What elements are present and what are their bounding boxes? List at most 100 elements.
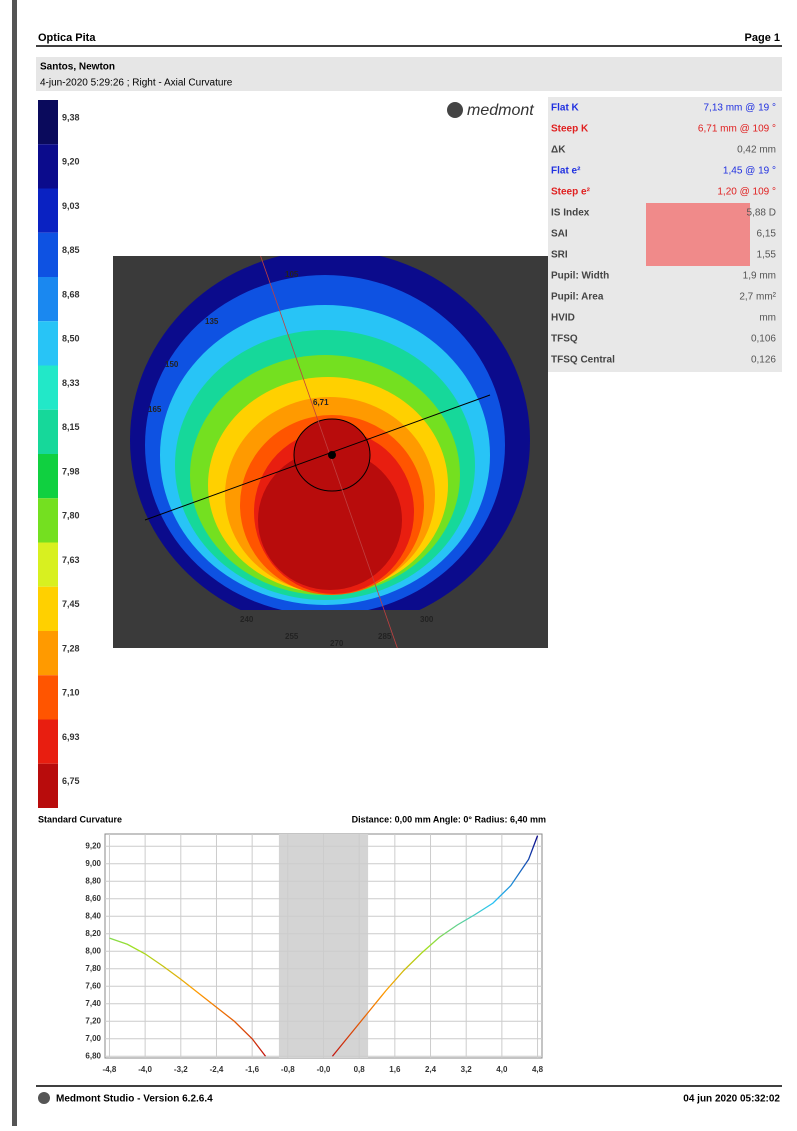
map-label: 300 [420, 615, 434, 624]
scale-label: 6,75 [62, 776, 80, 786]
center [328, 451, 336, 459]
stat-label: Pupil: Width [551, 271, 609, 282]
stat-label: TFSQ [551, 334, 578, 345]
stat-value: 1,20 @ 109 ° [717, 187, 776, 198]
y-tick-label: 7,20 [85, 1016, 101, 1025]
scale-swatch [38, 410, 58, 454]
map-label: 165 [148, 405, 162, 414]
y-tick-label: 7,80 [85, 964, 101, 973]
scale-swatch [38, 144, 58, 188]
logo: medmont [467, 102, 534, 119]
scale-label: 7,10 [62, 688, 80, 698]
x-tick-label: -3,2 [174, 1065, 188, 1074]
chart-title: Standard Curvature [38, 814, 122, 824]
footer-right: 04 jun 2020 05:32:02 [683, 1094, 780, 1105]
x-tick-label: -2,4 [210, 1065, 224, 1074]
scale-label: 7,80 [62, 511, 80, 521]
map-label: 270 [330, 639, 344, 648]
stat-value: 7,13 mm @ 19 ° [703, 103, 776, 114]
highlight [646, 224, 750, 245]
y-tick-label: 8,00 [85, 946, 101, 955]
scale-swatch [38, 543, 58, 587]
x-tick-label: 4,8 [532, 1065, 544, 1074]
scale-label: 8,85 [62, 245, 80, 255]
patient-line: 4-jun-2020 5:29:26 ; Right - Axial Curva… [40, 78, 233, 89]
scale-swatch [38, 454, 58, 498]
x-tick-label: -0,8 [281, 1065, 295, 1074]
highlight [646, 203, 750, 224]
stat-value: 2,7 mm² [739, 292, 776, 303]
stat-label: Flat K [551, 103, 580, 114]
header-left: Optica Pita [38, 32, 96, 44]
scale-swatch [38, 764, 58, 808]
scale-label: 7,63 [62, 555, 80, 565]
scale-swatch [38, 675, 58, 719]
footer-left: Medmont Studio - Version 6.2.6.4 [56, 1094, 213, 1105]
scale-swatch [38, 720, 58, 764]
y-tick-label: 8,40 [85, 911, 101, 920]
stat-value: 1,55 [757, 250, 777, 261]
stat-value: 1,45 @ 19 ° [723, 166, 776, 177]
scale-swatch [38, 366, 58, 410]
scale-label: 7,45 [62, 599, 80, 609]
report-page: Optica Pita Page 1 Santos, Newton 4-jun-… [0, 0, 797, 1126]
map-label: 150 [165, 360, 179, 369]
map-label: 105 [285, 270, 299, 279]
side-bar [12, 0, 17, 1126]
scale-swatch [38, 587, 58, 631]
y-tick-label: 9,00 [85, 859, 101, 868]
scale-swatch [38, 631, 58, 675]
map-label: 6,71 [313, 398, 329, 407]
color-scale: 9,389,209,038,858,688,508,338,157,987,80… [38, 100, 80, 808]
logo-icon [447, 102, 463, 118]
highlight [646, 245, 750, 266]
y-tick-label: 8,60 [85, 894, 101, 903]
patient-name: Santos, Newton [40, 62, 115, 73]
y-tick-label: 6,80 [85, 1051, 101, 1060]
stat-label: SRI [551, 250, 568, 261]
stat-value: 5,88 D [747, 208, 776, 219]
scale-label: 7,98 [62, 466, 80, 476]
scale-swatch [38, 498, 58, 542]
stat-label: IS Index [551, 208, 590, 219]
stat-label: Steep e² [551, 187, 591, 198]
stat-value: 0,126 [751, 355, 776, 366]
scale-label: 8,15 [62, 422, 80, 432]
scale-label: 9,20 [62, 157, 80, 167]
x-tick-label: 1,6 [389, 1065, 401, 1074]
stat-label: Flat e² [551, 166, 581, 177]
scale-swatch [38, 321, 58, 365]
stat-label: Pupil: Area [551, 292, 604, 303]
stat-value: 6,15 [757, 229, 777, 240]
stat-value: mm [759, 313, 776, 324]
map-label: 255 [285, 632, 299, 641]
scale-swatch [38, 189, 58, 233]
stat-label: SAI [551, 229, 568, 240]
scale-swatch [38, 277, 58, 321]
scale-label: 8,68 [62, 289, 80, 299]
y-tick-label: 7,40 [85, 999, 101, 1008]
x-tick-label: 4,0 [496, 1065, 508, 1074]
x-tick-label: 2,4 [425, 1065, 437, 1074]
scale-label: 6,93 [62, 732, 80, 742]
chart-subtitle: Distance: 0,00 mm Angle: 0° Radius: 6,40… [352, 814, 546, 824]
x-tick-label: -4,8 [103, 1065, 117, 1074]
header-right: Page 1 [745, 32, 780, 44]
scale-label: 7,28 [62, 643, 80, 653]
curvature-chart: 6,807,007,207,407,607,808,008,208,408,60… [85, 834, 543, 1074]
stat-label: HVID [551, 313, 575, 324]
x-tick-label: 3,2 [461, 1065, 473, 1074]
x-tick-label: -1,6 [245, 1065, 259, 1074]
scale-label: 9,03 [62, 201, 80, 211]
scale-label: 8,50 [62, 334, 80, 344]
scale-swatch [38, 100, 58, 144]
x-tick-label: -4,0 [138, 1065, 152, 1074]
scale-label: 8,33 [62, 378, 80, 388]
stat-value: 0,42 mm [737, 145, 776, 156]
y-tick-label: 9,20 [85, 841, 101, 850]
stat-label: TFSQ Central [551, 355, 615, 366]
footer-icon [38, 1092, 50, 1104]
map-label: 135 [205, 317, 219, 326]
map-label: 240 [240, 615, 254, 624]
